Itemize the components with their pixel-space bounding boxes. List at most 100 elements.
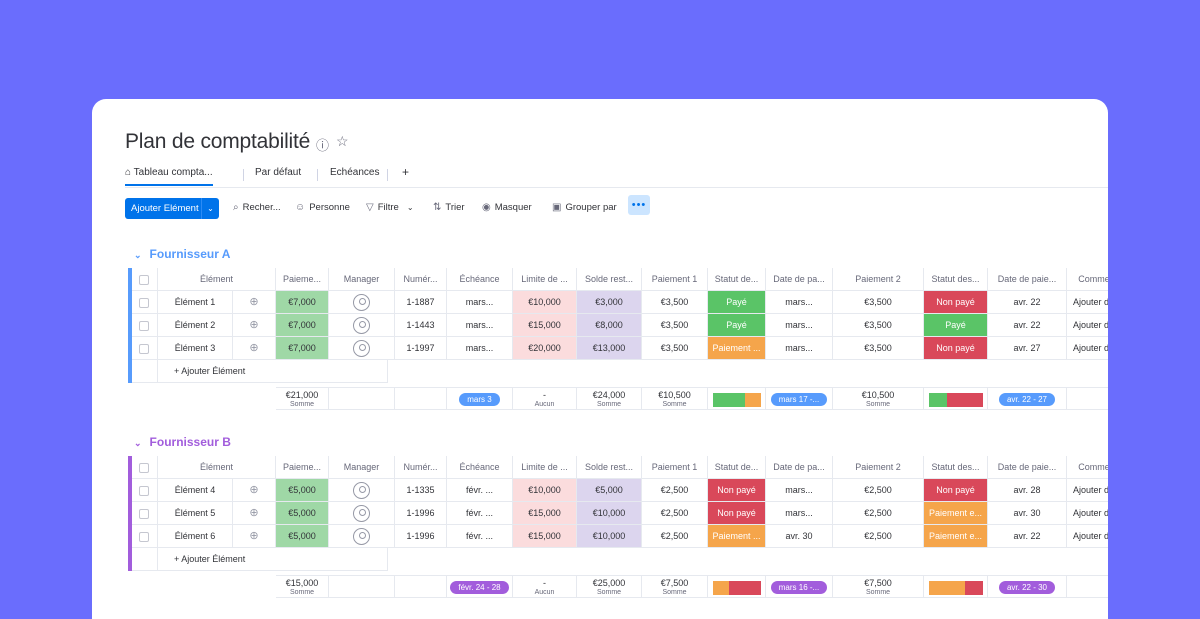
tab-par-defaut[interactable]: Par défaut xyxy=(255,167,302,178)
cell-p1[interactable]: €2,500 xyxy=(642,502,708,525)
add-update-icon[interactable]: ⊕ xyxy=(249,296,259,308)
cell-item[interactable]: Élément 5 xyxy=(158,502,233,525)
cell-s2[interactable]: Paiement e... xyxy=(924,502,988,525)
row-checkbox[interactable] xyxy=(139,486,149,496)
cell-s2[interactable]: Non payé xyxy=(924,337,988,360)
cell-bal[interactable]: €13,000 xyxy=(577,337,642,360)
cell-num[interactable]: 1-1996 xyxy=(395,525,447,548)
cell-bal[interactable]: €5,000 xyxy=(577,479,642,502)
collapse-chevron-icon[interactable]: ⌄ xyxy=(134,438,142,448)
row-checkbox[interactable] xyxy=(139,298,149,308)
cell-limit[interactable]: €10,000 xyxy=(513,479,577,502)
cell-num[interactable]: 1-1443 xyxy=(395,314,447,337)
timeline-pill[interactable]: févr. 24 - 28 xyxy=(450,581,509,595)
timeline-pill[interactable]: mars 3 xyxy=(459,393,500,407)
star-icon[interactable]: ☆ xyxy=(336,133,349,149)
tab-echeances[interactable]: Echéances xyxy=(330,167,380,178)
timeline-pill[interactable]: avr. 22 - 30 xyxy=(998,581,1056,595)
cell-s2[interactable]: Non payé xyxy=(924,291,988,314)
cell-comment[interactable]: Ajouter de xyxy=(1067,525,1108,548)
select-all-checkbox[interactable] xyxy=(139,463,149,473)
filter-button[interactable]: ▽ Filtre ⌄ xyxy=(366,202,414,213)
cell-limit[interactable]: €15,000 xyxy=(513,502,577,525)
add-item-row[interactable]: + Ajouter Élément xyxy=(158,548,388,571)
cell-d1[interactable]: mars... xyxy=(766,337,833,360)
add-update-icon[interactable]: ⊕ xyxy=(249,484,259,496)
cell-due[interactable]: févr. ... xyxy=(447,479,513,502)
cell-p1[interactable]: €2,500 xyxy=(642,479,708,502)
cell-s1[interactable]: Paiement ... xyxy=(708,525,766,548)
cell-d1[interactable]: mars... xyxy=(766,479,833,502)
avatar[interactable] xyxy=(353,528,370,546)
cell-d2[interactable]: avr. 30 xyxy=(988,502,1067,525)
timeline-pill[interactable]: mars 16 -... xyxy=(770,581,828,595)
cell-due[interactable]: févr. ... xyxy=(447,502,513,525)
add-update-icon[interactable]: ⊕ xyxy=(249,342,259,354)
add-item-button[interactable]: Ajouter Elément ⌄ xyxy=(125,198,219,219)
cell-p2[interactable]: €2,500 xyxy=(833,502,924,525)
select-all-checkbox[interactable] xyxy=(139,275,149,285)
cell-pay[interactable]: €7,000 xyxy=(276,291,329,314)
cell-limit[interactable]: €10,000 xyxy=(513,291,577,314)
cell-pay[interactable]: €5,000 xyxy=(276,502,329,525)
search-button[interactable]: ⌕ Recher... xyxy=(233,202,281,213)
cell-limit[interactable]: €20,000 xyxy=(513,337,577,360)
cell-s2[interactable]: Paiement e... xyxy=(924,525,988,548)
cell-num[interactable]: 1-1997 xyxy=(395,337,447,360)
cell-due[interactable]: mars... xyxy=(447,291,513,314)
cell-comment[interactable]: Ajouter de xyxy=(1067,502,1108,525)
collapse-chevron-icon[interactable]: ⌄ xyxy=(134,250,142,260)
avatar[interactable] xyxy=(353,294,370,312)
cell-item[interactable]: Élément 6 xyxy=(158,525,233,548)
group-by-button[interactable]: ▣ Grouper par xyxy=(552,202,617,213)
add-item-row[interactable]: + Ajouter Élément xyxy=(158,360,388,383)
cell-p2[interactable]: €3,500 xyxy=(833,314,924,337)
group-header[interactable]: ⌄ Fournisseur A xyxy=(134,247,231,261)
cell-bal[interactable]: €10,000 xyxy=(577,525,642,548)
cell-item[interactable]: Élément 4 xyxy=(158,479,233,502)
group-header[interactable]: ⌄ Fournisseur B xyxy=(134,435,231,449)
cell-item[interactable]: Élément 2 xyxy=(158,314,233,337)
cell-comment[interactable]: Ajouter de xyxy=(1067,291,1108,314)
avatar[interactable] xyxy=(353,505,370,523)
timeline-pill[interactable]: mars 17 -... xyxy=(770,393,828,407)
cell-bal[interactable]: €3,000 xyxy=(577,291,642,314)
cell-p1[interactable]: €3,500 xyxy=(642,314,708,337)
cell-s1[interactable]: Non payé xyxy=(708,479,766,502)
cell-d2[interactable]: avr. 22 xyxy=(988,525,1067,548)
row-checkbox[interactable] xyxy=(139,509,149,519)
cell-due[interactable]: mars... xyxy=(447,314,513,337)
cell-pay[interactable]: €5,000 xyxy=(276,479,329,502)
hide-button[interactable]: ◉ Masquer xyxy=(482,202,532,213)
cell-p1[interactable]: €3,500 xyxy=(642,291,708,314)
cell-d2[interactable]: avr. 22 xyxy=(988,291,1067,314)
chevron-down-icon[interactable]: ⌄ xyxy=(201,198,219,219)
row-checkbox[interactable] xyxy=(139,344,149,354)
add-update-icon[interactable]: ⊕ xyxy=(249,319,259,331)
cell-d1[interactable]: avr. 30 xyxy=(766,525,833,548)
cell-bal[interactable]: €8,000 xyxy=(577,314,642,337)
cell-p2[interactable]: €3,500 xyxy=(833,337,924,360)
cell-item[interactable]: Élément 1 xyxy=(158,291,233,314)
avatar[interactable] xyxy=(353,482,370,500)
row-checkbox[interactable] xyxy=(139,532,149,542)
cell-s1[interactable]: Payé xyxy=(708,314,766,337)
info-icon[interactable]: ⓘ xyxy=(316,138,330,153)
cell-due[interactable]: mars... xyxy=(447,337,513,360)
cell-pay[interactable]: €5,000 xyxy=(276,525,329,548)
more-options-button[interactable]: ••• xyxy=(628,195,650,215)
cell-bal[interactable]: €10,000 xyxy=(577,502,642,525)
cell-s1[interactable]: Payé xyxy=(708,291,766,314)
cell-p2[interactable]: €2,500 xyxy=(833,525,924,548)
cell-p1[interactable]: €3,500 xyxy=(642,337,708,360)
sort-button[interactable]: ⇅ Trier xyxy=(433,202,465,213)
cell-num[interactable]: 1-1887 xyxy=(395,291,447,314)
cell-d2[interactable]: avr. 22 xyxy=(988,314,1067,337)
tab-tableau[interactable]: ⌂ Tableau compta... xyxy=(125,167,213,186)
add-update-icon[interactable]: ⊕ xyxy=(249,530,259,542)
cell-d1[interactable]: mars... xyxy=(766,314,833,337)
cell-num[interactable]: 1-1335 xyxy=(395,479,447,502)
avatar[interactable] xyxy=(353,340,370,358)
cell-limit[interactable]: €15,000 xyxy=(513,525,577,548)
cell-d2[interactable]: avr. 27 xyxy=(988,337,1067,360)
